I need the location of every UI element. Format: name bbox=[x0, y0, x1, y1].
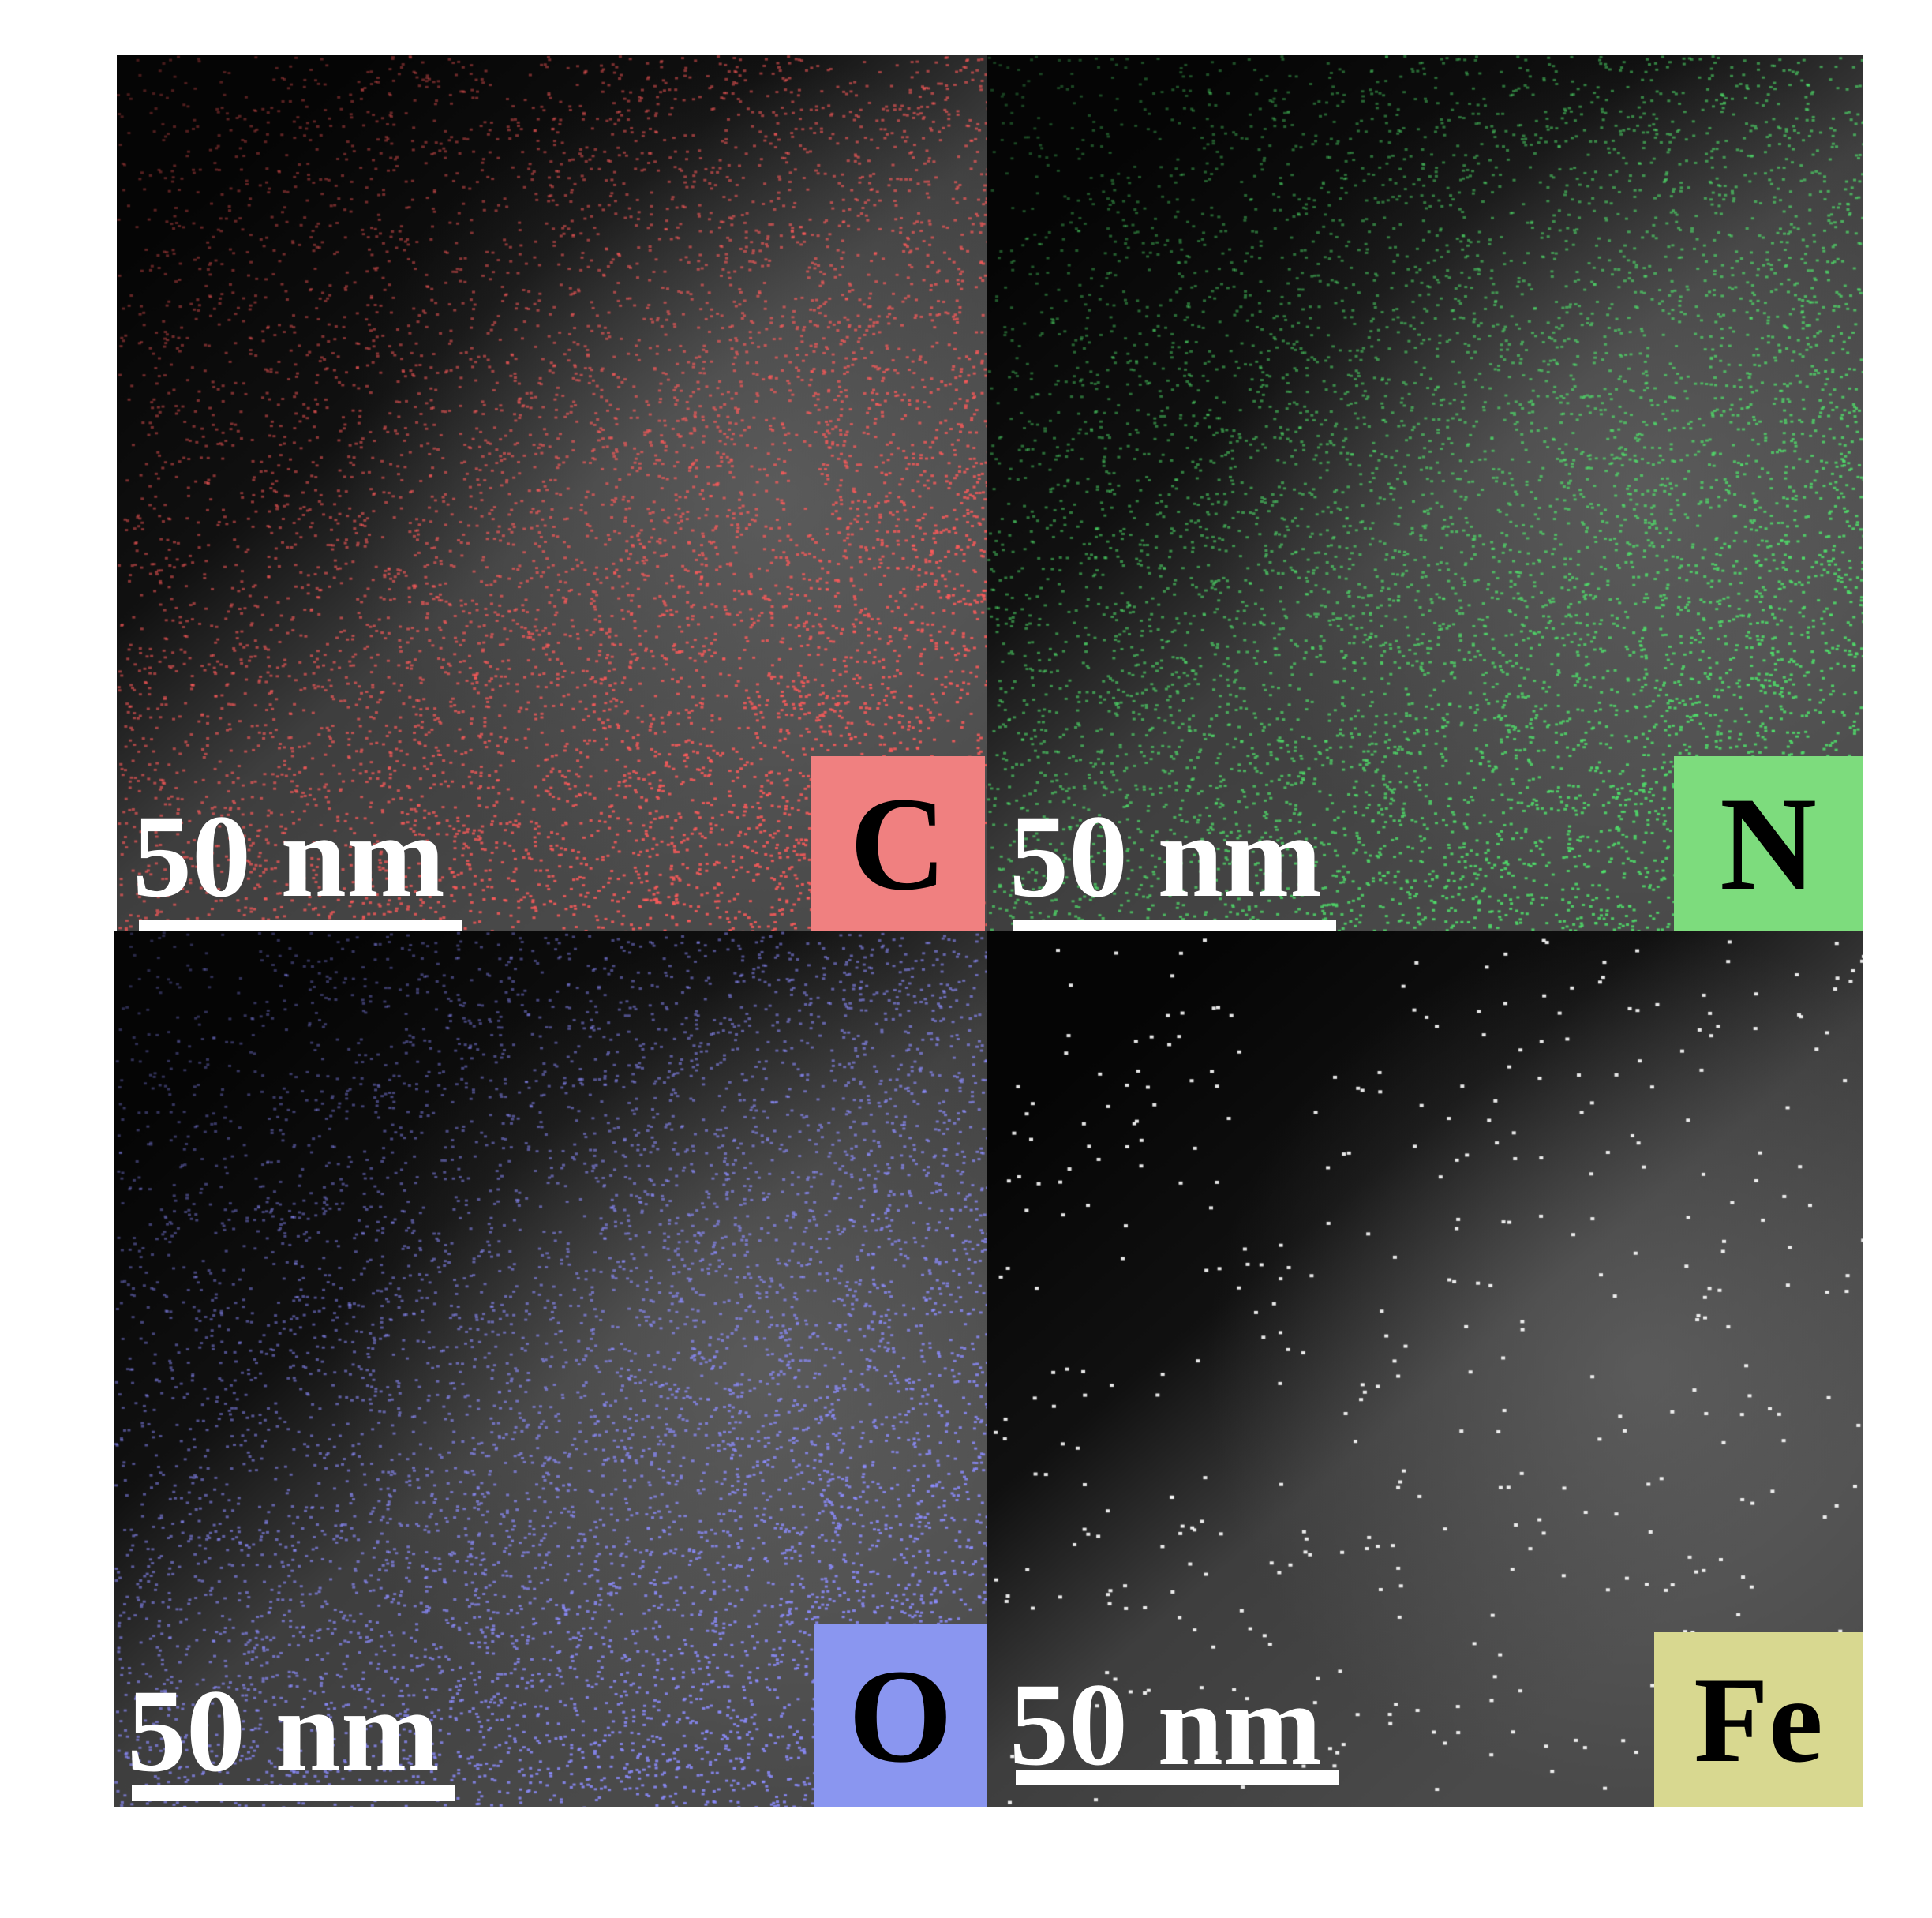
scale-bar-label: 50 nm bbox=[1009, 1659, 1322, 1790]
element-badge-fe: Fe bbox=[1654, 1632, 1863, 1807]
scale-bar-label: 50 nm bbox=[133, 791, 445, 922]
scale-bar bbox=[1016, 1770, 1339, 1785]
scale-bar-label: 50 nm bbox=[127, 1665, 440, 1796]
oxygen-map-panel: 50 nm O bbox=[114, 931, 987, 1807]
scale-bar-label: 50 nm bbox=[1009, 791, 1322, 922]
scale-bar bbox=[1013, 920, 1336, 931]
element-badge-o: O bbox=[814, 1624, 987, 1807]
element-badge-c: C bbox=[811, 756, 985, 931]
element-badge-n: N bbox=[1674, 756, 1863, 931]
carbon-map-panel: 50 nm C bbox=[117, 55, 987, 931]
nitrogen-map-panel: 50 nm N bbox=[987, 55, 1863, 931]
scale-bar bbox=[139, 920, 462, 931]
iron-map-panel: 50 nm Fe bbox=[987, 931, 1863, 1807]
scale-bar bbox=[132, 1785, 455, 1801]
